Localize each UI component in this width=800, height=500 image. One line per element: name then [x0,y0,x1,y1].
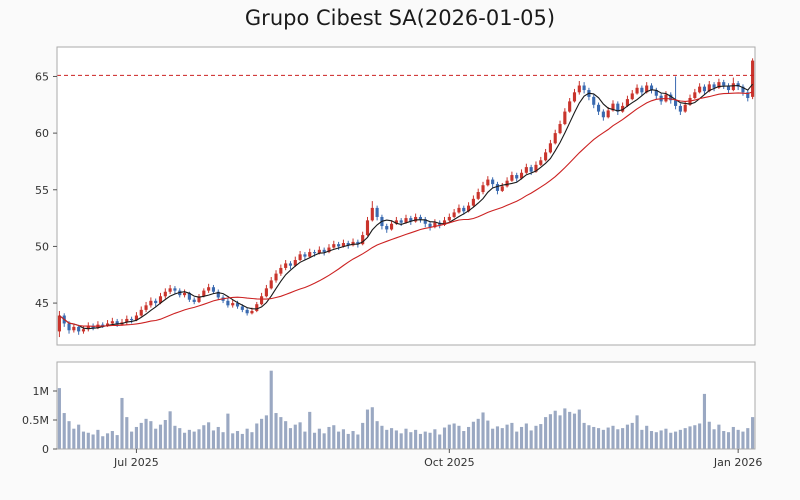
svg-text:0.5M: 0.5M [22,414,49,427]
ma-long-line [59,91,753,327]
svg-text:Jul 2025: Jul 2025 [113,456,159,469]
date-axis: Jul 2025 Oct 2025 Jan 2026 [113,449,762,469]
panel-border [56,46,756,346]
svg-text:Jan 2026: Jan 2026 [713,456,762,469]
svg-text:65: 65 [35,70,49,83]
svg-text:1M: 1M [33,385,50,398]
svg-text:0: 0 [42,443,49,456]
price-axis: 45 50 55 60 65 [35,70,57,310]
candle-bodies [57,60,755,332]
ma-short-line [59,83,754,330]
chart-title: Grupo Cibest SA(2026-01-05) [244,6,556,30]
volume-bars [57,370,755,449]
svg-text:45: 45 [35,297,49,310]
panel-background [57,47,755,345]
panel-border [56,361,756,450]
svg-text:60: 60 [35,127,49,140]
svg-text:Oct 2025: Oct 2025 [424,456,475,469]
svg-text:55: 55 [35,184,49,197]
volume-axis: 0 0.5M 1M [22,385,57,456]
svg-text:50: 50 [35,240,49,253]
